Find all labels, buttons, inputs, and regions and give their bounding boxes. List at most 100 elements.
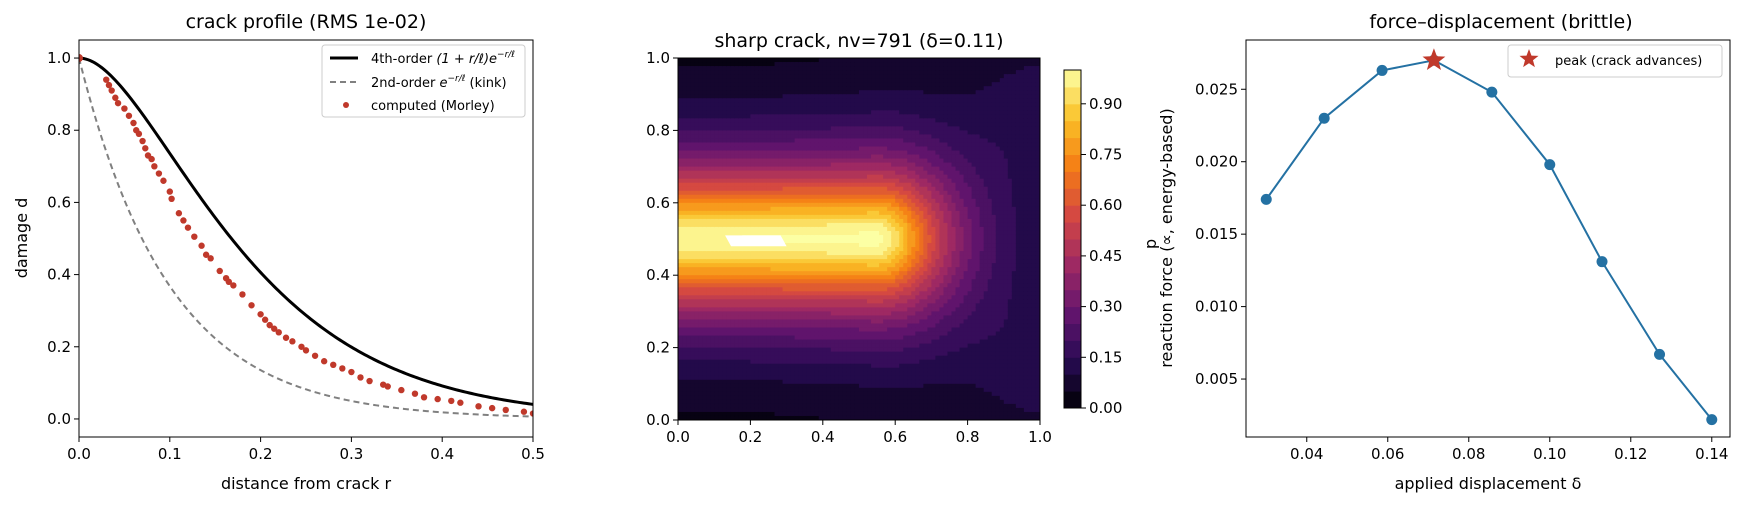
heatmap-cell — [879, 356, 884, 361]
heatmap-cell — [702, 227, 707, 232]
heatmap-cell — [746, 94, 751, 99]
heatmap-cell — [851, 408, 856, 413]
heatmap-cell — [871, 187, 876, 192]
heatmap-cell — [742, 126, 747, 131]
heatmap-cell — [678, 134, 683, 139]
heatmap-cell — [726, 78, 731, 83]
heatmap-cell — [791, 255, 796, 260]
heatmap-cell — [851, 340, 856, 345]
heatmap-cell — [722, 332, 727, 337]
heatmap-cell — [718, 400, 723, 405]
heatmap-cell — [839, 138, 844, 143]
heatmap-cell — [702, 223, 707, 228]
heatmap-cell — [863, 388, 868, 393]
heatmap-cell — [714, 287, 719, 292]
heatmap-cell — [779, 90, 784, 95]
heatmap-cell — [887, 126, 892, 131]
heatmap-cell — [855, 94, 860, 99]
heatmap-cell — [851, 392, 856, 397]
heatmap-cell — [827, 211, 832, 216]
heatmap-cell — [839, 159, 844, 164]
heatmap-cell — [706, 388, 711, 393]
heatmap-cell — [714, 303, 719, 308]
heatmap-cell — [682, 155, 687, 160]
heatmap-cell — [831, 247, 836, 252]
heatmap-cell — [738, 223, 743, 228]
heatmap-cell — [803, 352, 808, 357]
heatmap-cell — [815, 267, 820, 272]
heatmap-cell — [758, 70, 763, 75]
heatmap-cell — [762, 199, 767, 204]
heatmap-cell — [807, 396, 812, 401]
heatmap-cell — [766, 142, 771, 147]
heatmap-cell — [879, 227, 884, 232]
heatmap-cell — [706, 319, 711, 324]
heatmap-cell — [787, 151, 792, 156]
heatmap-cell — [714, 223, 719, 228]
heatmap-cell — [694, 159, 699, 164]
heatmap-cell — [738, 255, 743, 260]
heatmap-cell — [766, 219, 771, 224]
heatmap-cell — [799, 142, 804, 147]
heatmap-cell — [758, 74, 763, 79]
heatmap-cell — [742, 360, 747, 365]
heatmap-cell — [783, 364, 788, 369]
heatmap-cell — [682, 175, 687, 180]
heatmap-cell — [887, 315, 892, 320]
heatmap-cell — [879, 183, 884, 188]
heatmap-cell — [871, 142, 876, 147]
heatmap-cell — [807, 336, 812, 341]
heatmap-cell — [706, 315, 711, 320]
heatmap-cell — [811, 319, 816, 324]
heatmap-cell — [855, 344, 860, 349]
heatmap-cell — [835, 146, 840, 151]
heatmap-cell — [775, 134, 780, 139]
heatmap-cell — [815, 412, 820, 417]
heatmap-cell — [847, 70, 852, 75]
heatmap-cell — [726, 408, 731, 413]
heatmap-cell — [775, 82, 780, 87]
heatmap-cell — [819, 171, 824, 176]
heatmap-cell — [859, 126, 864, 131]
heatmap-cell — [730, 299, 735, 304]
heatmap-cell — [726, 336, 731, 341]
heatmap-cell — [851, 360, 856, 365]
heatmap-cell — [875, 323, 880, 328]
heatmap-cell — [734, 299, 739, 304]
heatmap-cell — [783, 332, 788, 337]
heatmap-cell — [851, 291, 856, 296]
heatmap-cell — [698, 287, 703, 292]
heatmap-cell — [750, 319, 755, 324]
heatmap-cell — [710, 215, 715, 220]
heatmap-cell — [887, 247, 892, 252]
heatmap-cell — [714, 279, 719, 284]
heatmap-cell — [783, 187, 788, 192]
heatmap-cell — [811, 155, 816, 160]
heatmap-cell — [807, 360, 812, 365]
heatmap-cell — [799, 404, 804, 409]
heatmap-cell — [787, 271, 792, 276]
heatmap-cell — [722, 58, 727, 63]
heatmap-cell — [875, 231, 880, 236]
heatmap-cell — [883, 167, 888, 172]
heatmap-cell — [867, 243, 872, 248]
heatmap-cell — [819, 352, 824, 357]
heatmap-cell — [883, 392, 888, 397]
heatmap-cell — [855, 271, 860, 276]
heatmap-cell — [883, 287, 888, 292]
heatmap-cell — [851, 110, 856, 115]
heatmap-cell — [863, 122, 868, 127]
heatmap-cell — [815, 215, 820, 220]
heatmap-cell — [742, 175, 747, 180]
heatmap-cell — [706, 392, 711, 397]
heatmap-cell — [835, 279, 840, 284]
heatmap-cell — [714, 211, 719, 216]
heatmap-cell — [855, 243, 860, 248]
heatmap-cell — [875, 295, 880, 300]
heatmap-cell — [678, 110, 683, 115]
heatmap-cell — [734, 142, 739, 147]
heatmap-cell — [787, 291, 792, 296]
heatmap-cell — [734, 58, 739, 63]
heatmap-cell — [758, 86, 763, 91]
heatmap-cell — [843, 279, 848, 284]
